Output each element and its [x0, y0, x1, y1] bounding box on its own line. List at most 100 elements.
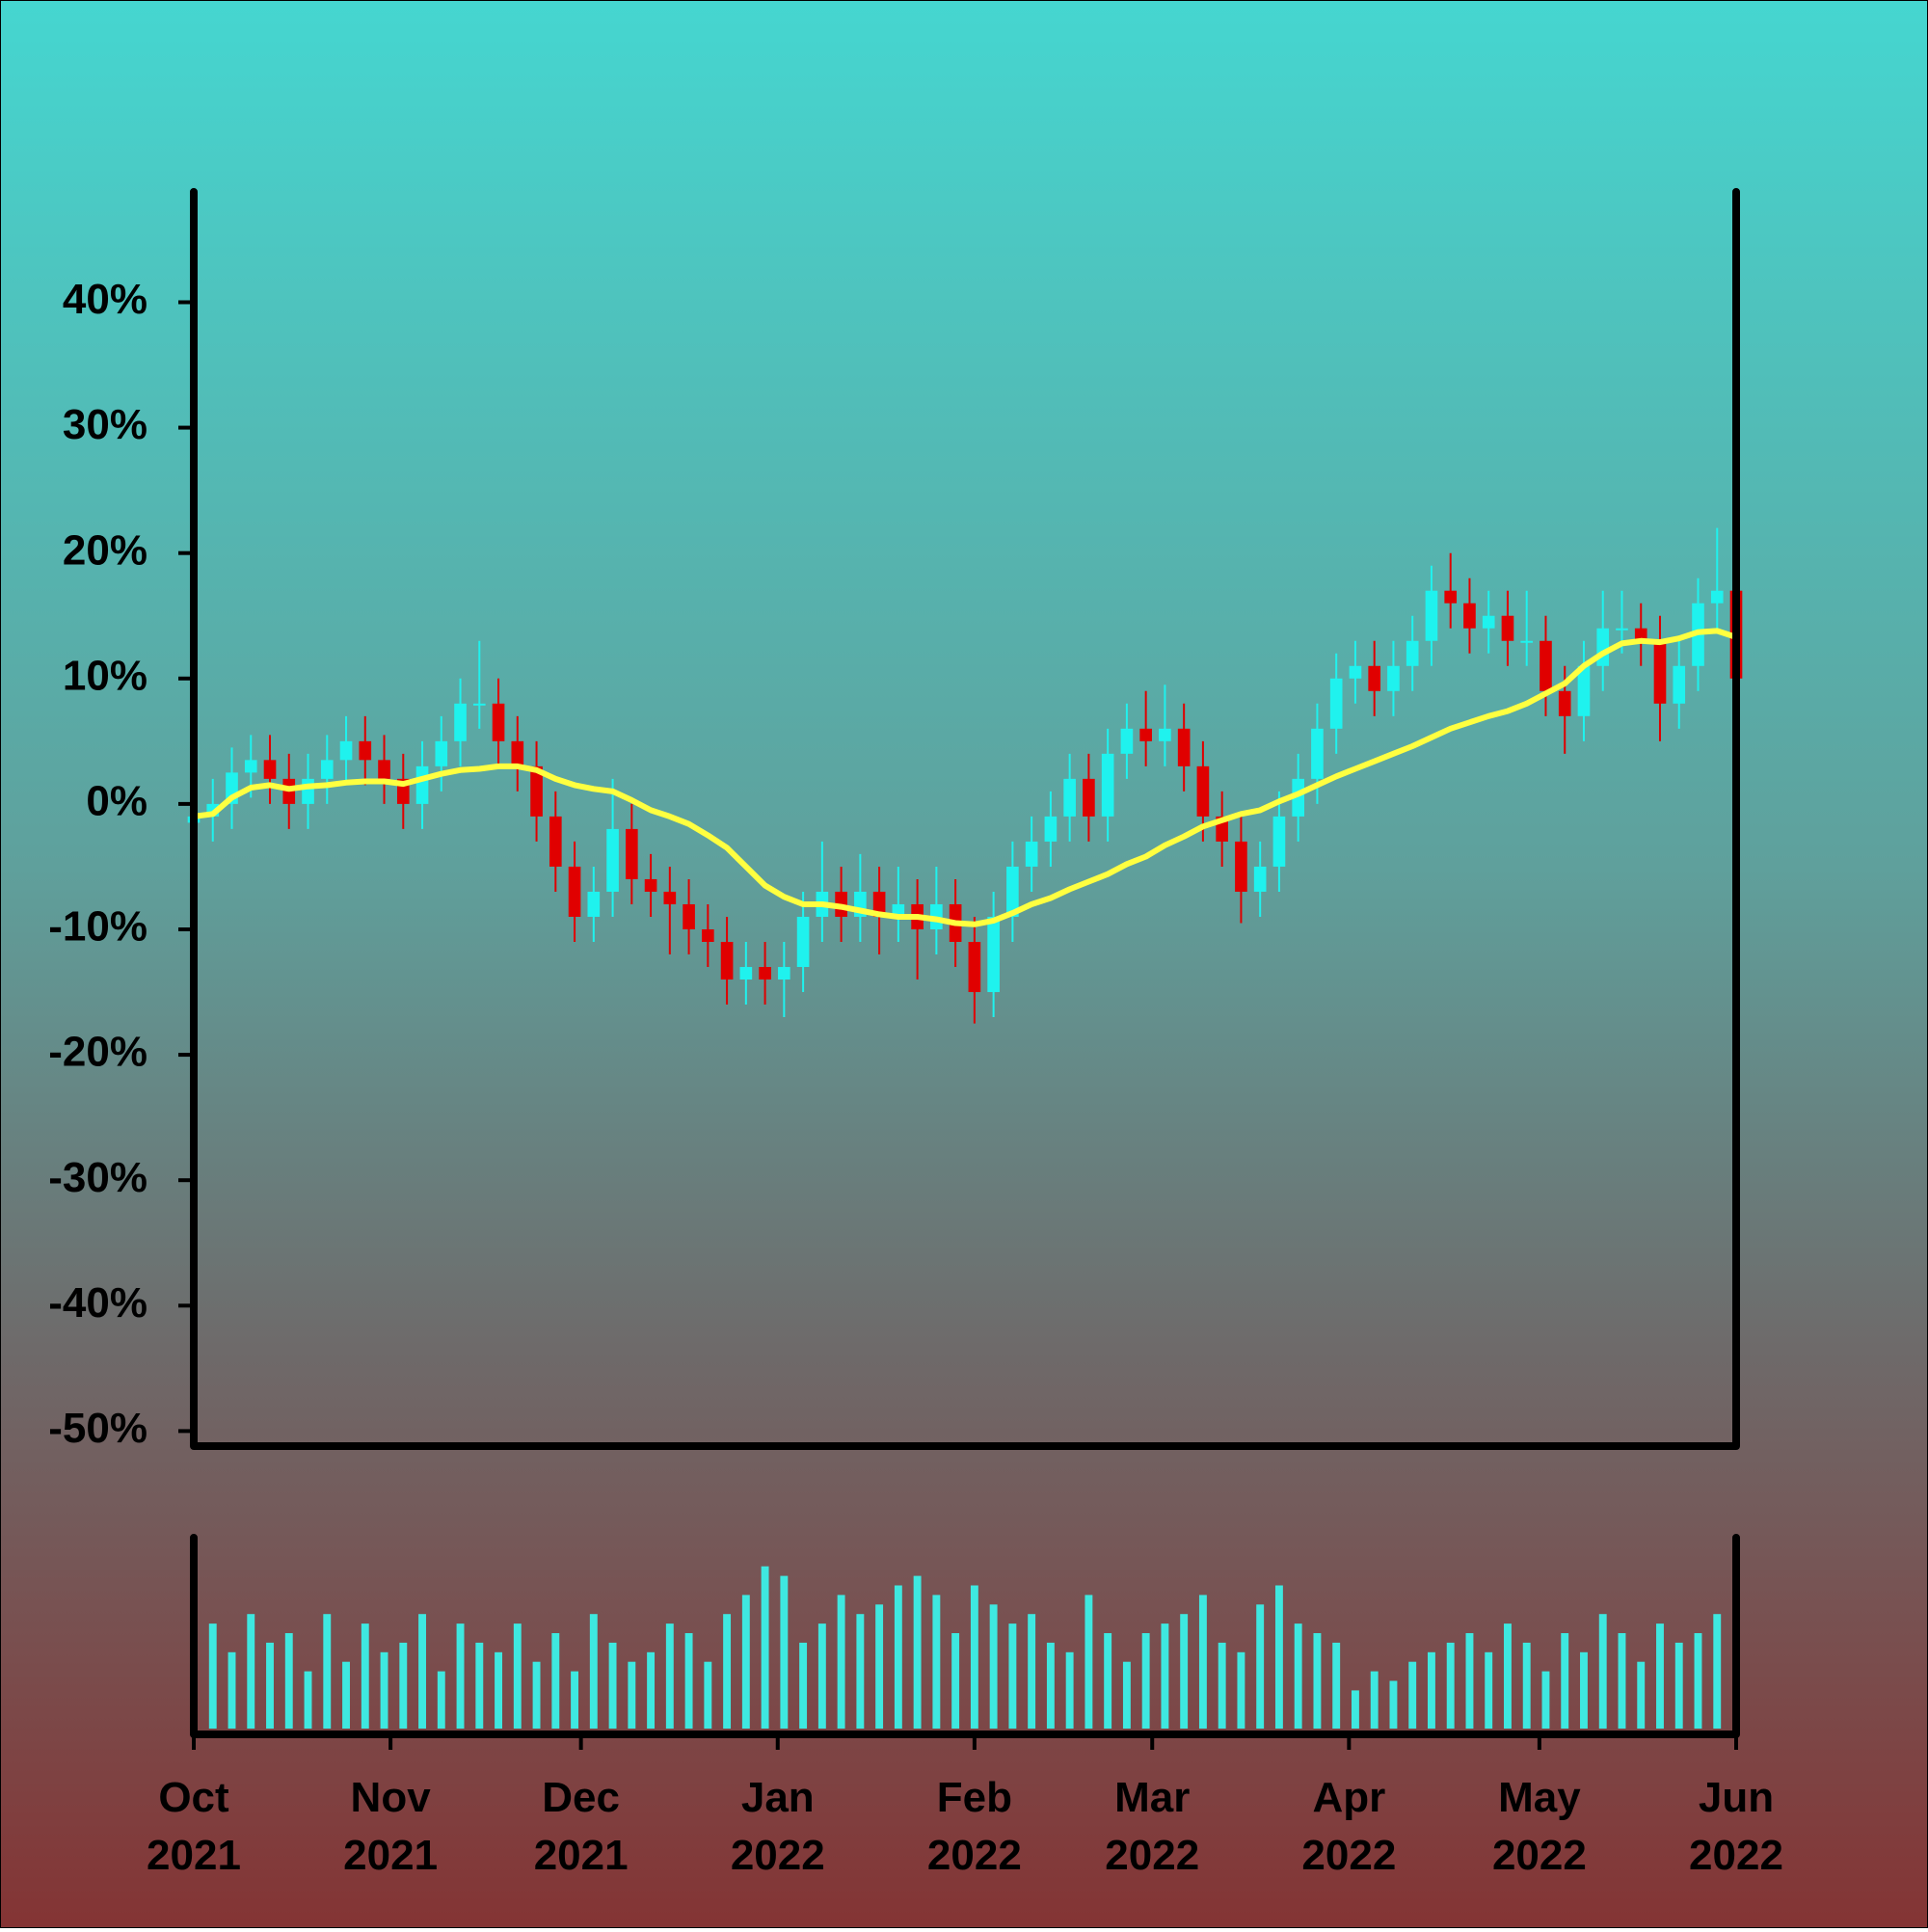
volume-bar: [1598, 1614, 1607, 1729]
candle-body: [549, 816, 562, 867]
candle-body: [359, 740, 372, 761]
volume-bar: [856, 1614, 865, 1729]
volume-bar: [513, 1623, 522, 1729]
candle-body: [1083, 778, 1095, 817]
volume-bar: [1637, 1661, 1646, 1729]
y-tick-label: 30%: [63, 401, 147, 448]
candle-body: [1406, 640, 1419, 666]
candle-body: [1673, 665, 1686, 704]
price-axes-frame: [190, 188, 1740, 1450]
candle-body: [1101, 753, 1114, 817]
volume-bar: [1446, 1642, 1455, 1729]
candle-body: [1616, 628, 1628, 631]
candle-body: [587, 891, 601, 917]
candle-body: [796, 916, 810, 968]
x-tick-label: Apr 2022: [1301, 1774, 1396, 1879]
volume-bar: [1274, 1585, 1283, 1729]
volume-bar: [571, 1671, 579, 1729]
volume-bar: [1618, 1633, 1626, 1729]
candle-body: [302, 778, 314, 804]
candle-body: [759, 967, 771, 980]
candle-body: [1177, 728, 1191, 766]
volume-bar: [1046, 1642, 1055, 1729]
candle-body: [1006, 866, 1019, 917]
candle-body: [511, 740, 524, 766]
candle-body: [626, 828, 638, 879]
volume-bar: [228, 1651, 236, 1729]
x-tick-label: Mar 2022: [1105, 1774, 1199, 1879]
volume-bar: [1313, 1633, 1322, 1729]
candle-body: [1025, 841, 1038, 867]
candle-body: [1520, 640, 1534, 643]
volume-bar: [970, 1585, 978, 1729]
volume-bar: [875, 1604, 884, 1729]
candle-body: [244, 760, 257, 773]
volume-bar: [456, 1623, 465, 1729]
candle-body: [472, 703, 486, 706]
candle-body: [1159, 728, 1171, 741]
volume-bar: [780, 1575, 789, 1729]
volume-bar: [1522, 1642, 1531, 1729]
candle-body: [1063, 778, 1076, 817]
volume-bar: [1332, 1642, 1341, 1729]
candle-body: [606, 828, 619, 892]
candle-body: [778, 967, 790, 980]
candle-body: [320, 760, 334, 779]
volume-bar: [437, 1671, 445, 1729]
candle-body: [435, 740, 448, 766]
volume-bar: [1351, 1690, 1359, 1729]
volume-bar: [1485, 1651, 1493, 1729]
volume-bar: [266, 1642, 274, 1729]
candle-body: [1120, 728, 1134, 754]
volume-bar: [1541, 1671, 1550, 1729]
candle-body: [1387, 665, 1400, 691]
volume-bar: [989, 1604, 998, 1729]
volume-bar: [1180, 1614, 1189, 1729]
volume-bar: [1028, 1614, 1036, 1729]
candle-body: [1235, 841, 1247, 892]
volume-bar: [1713, 1614, 1722, 1729]
candle-body: [720, 941, 734, 980]
candle-body: [683, 903, 695, 929]
candle-body: [492, 703, 505, 741]
candle-body: [263, 760, 277, 779]
x-tick-label: Jun 2022: [1689, 1774, 1783, 1879]
candle-body: [1044, 816, 1058, 842]
volume-bar: [684, 1633, 693, 1729]
volume-bar: [1370, 1671, 1379, 1729]
candle-body: [1577, 665, 1591, 716]
volume-bar: [532, 1661, 541, 1729]
x-tick-label: Feb 2022: [927, 1774, 1022, 1879]
volume-bar: [1294, 1623, 1302, 1729]
volume-bar: [1408, 1661, 1417, 1729]
volume-bar: [1504, 1623, 1512, 1729]
volume-bar: [817, 1623, 826, 1729]
volume-bar: [1656, 1623, 1664, 1729]
candle-body: [739, 967, 753, 980]
volume-bar: [1084, 1595, 1093, 1729]
volume-bar: [761, 1566, 769, 1729]
candle-body: [663, 891, 677, 904]
candle-body: [1710, 590, 1724, 604]
y-tick-label: 20%: [63, 526, 147, 574]
volume-bar: [837, 1595, 845, 1729]
x-tick-label: Oct 2021: [147, 1774, 241, 1879]
candle-body: [644, 878, 657, 892]
x-tick-label: Nov 2021: [343, 1774, 438, 1879]
volume-bar: [608, 1642, 617, 1729]
candle-body: [1540, 640, 1552, 691]
candle-body: [568, 866, 581, 917]
volume-bar: [894, 1585, 902, 1729]
moving-average-line: [193, 628, 1737, 927]
candle-body: [1482, 615, 1495, 629]
candle-body: [1425, 590, 1438, 641]
volume-bar: [304, 1671, 312, 1729]
y-tick-label: -50%: [48, 1405, 147, 1452]
volume-bar: [1141, 1633, 1150, 1729]
volume-bar: [1065, 1651, 1074, 1729]
volume-bar: [1674, 1642, 1683, 1729]
candle-body: [1292, 778, 1304, 817]
x-tick-label: Dec 2021: [534, 1774, 629, 1879]
y-tick-label: -30%: [48, 1154, 147, 1201]
